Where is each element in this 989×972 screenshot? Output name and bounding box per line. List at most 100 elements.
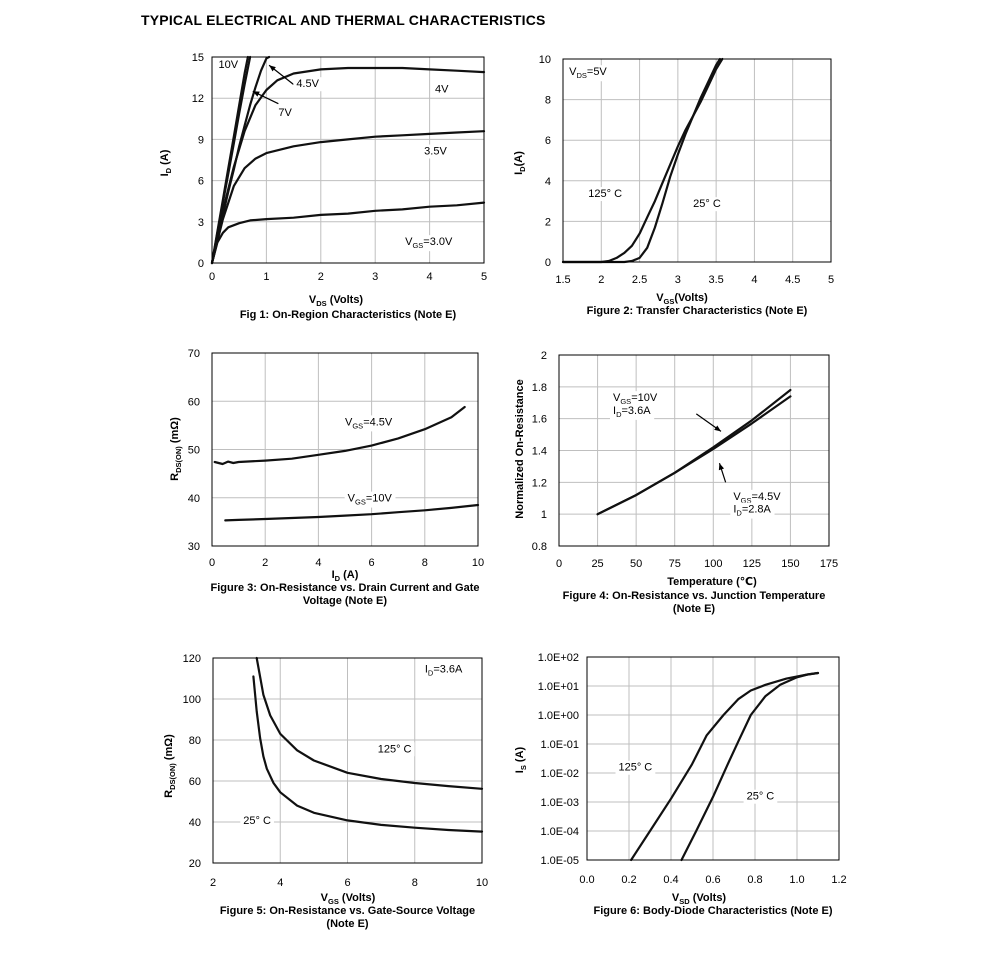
annotation-bg — [402, 235, 457, 252]
annotation-bg — [215, 57, 242, 72]
x-tick-label: 2 — [318, 271, 324, 283]
x-tick-label: 3 — [675, 274, 681, 286]
y-tick-label: 6 — [545, 135, 551, 147]
y-tick-label: 4 — [545, 176, 551, 188]
series-line-5 — [210, 201, 486, 265]
annotation-bg — [421, 662, 467, 679]
y-tick-label: 1.0E-03 — [540, 797, 579, 809]
annotation-label: 10V — [219, 59, 239, 71]
x-tick-label: 100 — [704, 558, 722, 570]
annotation-label: ID=3.6A — [425, 663, 463, 677]
y-axis-label: IS (A) — [514, 746, 528, 773]
x-tick-label: 8 — [422, 557, 428, 569]
y-tick-label: 1.0E+02 — [538, 652, 579, 664]
series-line-4 — [210, 130, 486, 265]
y-tick-label: 40 — [188, 493, 200, 505]
x-tick-label: 1 — [263, 271, 269, 283]
x-tick-label: 6 — [369, 557, 375, 569]
x-tick-label: 25 — [591, 558, 603, 570]
plot-frame — [586, 656, 840, 861]
y-tick-label: 30 — [188, 541, 200, 553]
y-tick-label: 80 — [189, 735, 201, 747]
annotation-label: VGS=10V — [348, 493, 393, 507]
x-tick-label: 8 — [412, 877, 418, 889]
x-tick-label: 75 — [669, 558, 681, 570]
x-tick-label: 0.8 — [747, 874, 762, 886]
x-tick-label: 1.0 — [789, 874, 804, 886]
x-tick-label: 175 — [820, 558, 838, 570]
y-tick-label: 1.0E+00 — [538, 710, 579, 722]
y-axis-label: ID(A) — [513, 151, 527, 175]
annotation-label: 25° C — [693, 198, 721, 210]
plot-frame — [562, 58, 832, 263]
annotation-label: VGS=3.0V — [405, 236, 453, 250]
plot-frame — [212, 657, 483, 864]
annotation-label: VGS=10V — [613, 392, 658, 406]
x-tick-label: 0.6 — [705, 874, 720, 886]
annotation-bg — [730, 489, 785, 506]
y-tick-label: 60 — [188, 396, 200, 408]
x-tick-label: 0 — [556, 558, 562, 570]
annotation-label: ID=2.8A — [733, 504, 771, 518]
series-line-0 — [213, 405, 466, 466]
y-tick-label: 1.0E-04 — [540, 826, 579, 838]
annotation-label: 25° C — [243, 815, 271, 827]
figure-caption-line2: (Note E) — [673, 603, 716, 615]
annotation-bg — [342, 415, 396, 432]
x-axis-label: ID (A) — [332, 569, 359, 583]
annotation-bg — [240, 814, 274, 829]
annotation-bg — [293, 77, 323, 92]
x-axis-label: VDS (Volts) — [309, 294, 364, 308]
y-tick-label: 70 — [188, 348, 200, 360]
x-tick-label: 4 — [277, 877, 283, 889]
y-tick-label: 1.4 — [532, 446, 547, 458]
x-tick-label: 10 — [472, 557, 484, 569]
x-tick-label: 0 — [209, 557, 215, 569]
x-tick-label: 2.5 — [632, 274, 647, 286]
plot-frame — [558, 354, 830, 547]
y-tick-label: 10 — [539, 54, 551, 66]
annotation-label: 3.5V — [424, 146, 447, 158]
y-tick-label: 0 — [545, 257, 551, 269]
annotation-bg — [344, 491, 396, 508]
series-line-1 — [224, 503, 480, 522]
x-tick-label: 125 — [743, 558, 761, 570]
series-line-1 — [252, 675, 484, 833]
figure-caption: Figure 5: On-Resistance vs. Gate-Source … — [220, 905, 475, 917]
y-tick-label: 40 — [189, 817, 201, 829]
annotation-label: 125° C — [378, 743, 412, 755]
y-axis-label: RDS(ON) (mΩ) — [169, 417, 183, 481]
annotation-label: 125° C — [588, 188, 622, 200]
y-tick-label: 20 — [189, 858, 201, 870]
annotation-bg — [610, 403, 655, 420]
annotation-label: 4V — [435, 84, 449, 96]
y-tick-label: 2 — [541, 350, 547, 362]
x-tick-label: 0.4 — [663, 874, 678, 886]
annotation-bg — [566, 65, 611, 82]
y-tick-label: 1.0E-01 — [540, 739, 579, 751]
annotation-arrowhead — [252, 91, 260, 97]
x-tick-label: 50 — [630, 558, 642, 570]
x-tick-label: 4 — [751, 274, 757, 286]
y-tick-label: 50 — [188, 445, 200, 457]
x-tick-label: 0 — [209, 271, 215, 283]
annotation-label: VGS=4.5V — [345, 416, 393, 430]
y-axis-label: Normalized On-Resistance — [514, 379, 526, 518]
x-tick-label: 2 — [210, 877, 216, 889]
annotation-label: 7V — [278, 107, 292, 119]
figure-caption: Figure 6: Body-Diode Characteristics (No… — [594, 905, 833, 917]
y-tick-label: 1.6 — [532, 414, 547, 426]
x-tick-label: 4 — [427, 271, 433, 283]
x-tick-label: 3 — [372, 271, 378, 283]
x-tick-label: 3.5 — [708, 274, 723, 286]
y-tick-label: 6 — [198, 176, 204, 188]
annotation-label: 25° C — [747, 791, 775, 803]
y-axis-label: ID (A) — [159, 149, 173, 176]
figure-caption-line2: (Note E) — [326, 918, 369, 930]
y-tick-label: 0.8 — [532, 541, 547, 553]
x-tick-label: 150 — [781, 558, 799, 570]
annotation-bg — [585, 187, 626, 202]
